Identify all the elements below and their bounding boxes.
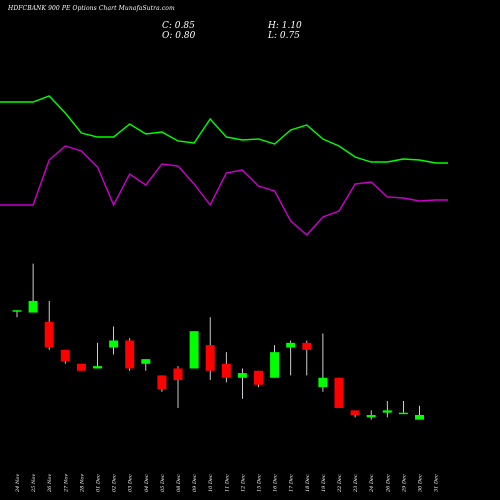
candle: [173, 366, 183, 409]
candle: [157, 375, 167, 392]
candle-body: [382, 410, 392, 413]
candle-body: [237, 373, 247, 378]
candle: [302, 340, 312, 376]
x-tick-label: 27 Nov: [63, 474, 69, 493]
indicator-lines: [0, 95, 448, 236]
x-tick-label: 24 Nov: [15, 474, 21, 493]
candle: [415, 405, 424, 420]
x-tick-label: 26 Nov: [47, 474, 53, 493]
candle-body: [189, 331, 199, 369]
x-tick-label: 23 Dec: [353, 474, 359, 493]
candle-body: [109, 340, 119, 348]
chart-title: HDFCBANK 900 PE Options Chart MunafaSutr…: [8, 5, 175, 12]
candle-body: [44, 321, 54, 348]
candle: [318, 333, 328, 392]
x-tick-label: 30 Dec: [418, 474, 424, 492]
candle-body: [366, 415, 376, 418]
x-tick-label: 29 Dec: [401, 474, 407, 493]
x-tick-label: 03 Dec: [128, 474, 134, 492]
candle: [254, 370, 263, 388]
candle-body: [141, 359, 151, 364]
candle-body: [76, 363, 86, 371]
x-tick-label: 22 Dec: [337, 474, 343, 493]
candle: [141, 359, 151, 371]
candle: [76, 363, 86, 371]
candle: [286, 340, 296, 376]
candle-body: [334, 377, 344, 409]
candle: [109, 326, 119, 355]
candle: [60, 349, 70, 364]
x-tick-label: 31 Dec: [434, 474, 440, 492]
candle-body: [157, 375, 167, 390]
candle-body: [28, 300, 38, 313]
x-tick-label: 08 Dec: [176, 474, 182, 492]
candles: [12, 263, 424, 420]
x-tick-label: 05 Dec: [160, 474, 166, 492]
candle-body: [205, 345, 215, 371]
x-tick-label: 01 Dec: [96, 474, 102, 492]
open-value: O: 0.80: [162, 31, 196, 41]
candle: [93, 342, 102, 369]
x-tick-label: 12 Dec: [240, 474, 246, 492]
candle-body: [12, 310, 22, 312]
candle-body: [173, 368, 183, 381]
x-tick-label: 10 Dec: [208, 474, 214, 492]
candle: [334, 377, 344, 409]
x-tick-label: 19 Dec: [321, 474, 327, 492]
candle: [270, 345, 280, 378]
lower-line: [0, 145, 448, 236]
x-tick-label: 04 Dec: [144, 474, 150, 492]
x-tick-label: 16 Dec: [273, 474, 279, 492]
x-tick-label: 28 Nov: [79, 474, 85, 493]
candle-body: [415, 415, 424, 420]
candle-body: [350, 410, 360, 416]
candle: [44, 300, 54, 350]
candle-body: [60, 349, 70, 362]
high-value: H: 1.10: [268, 21, 302, 31]
candle: [398, 401, 408, 415]
x-tick-label: 02 Dec: [112, 474, 118, 492]
candle: [382, 401, 392, 418]
candle: [350, 410, 360, 418]
x-tick-label: 11 Dec: [224, 474, 230, 492]
candle-body: [254, 370, 263, 385]
upper-line: [0, 95, 448, 164]
x-tick-label: 17 Dec: [289, 474, 295, 492]
candle-body: [286, 342, 296, 348]
candle-body: [93, 366, 102, 369]
x-tick-label: 15 Dec: [257, 474, 263, 492]
candle: [28, 263, 38, 313]
candle: [189, 331, 199, 369]
x-tick-label: 24 Dec: [369, 474, 375, 493]
low-value: L: 0.75: [268, 31, 300, 41]
candle-body: [221, 363, 231, 378]
x-tick-label: 25 Nov: [31, 474, 37, 493]
candle: [237, 368, 247, 399]
x-tick-label: 09 Dec: [192, 474, 198, 492]
x-axis-labels: 24 Nov 25 Nov 26 Nov 27 Nov 28 Nov 01 Dec 02 D…: [15, 474, 440, 493]
candle-body: [398, 412, 408, 415]
close-value: C: 0.85: [162, 21, 195, 31]
x-tick-label: 18 Dec: [305, 474, 311, 492]
candle-body: [270, 352, 280, 378]
candle-body: [318, 377, 328, 388]
candle: [221, 352, 231, 383]
candle: [366, 410, 376, 420]
candle: [125, 338, 135, 371]
candle: [205, 317, 215, 381]
candle: [12, 310, 22, 318]
candle-body: [302, 342, 312, 350]
x-tick-label: 26 Dec: [385, 474, 391, 493]
candle-body: [125, 340, 135, 369]
